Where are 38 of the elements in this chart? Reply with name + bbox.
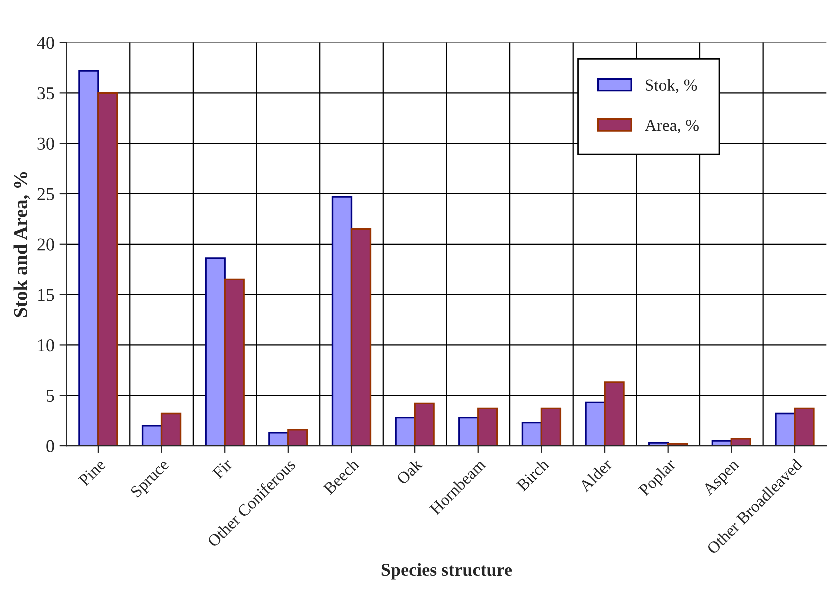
bar <box>350 228 372 446</box>
bar <box>668 443 688 446</box>
y-tick-label: 15 <box>38 289 54 302</box>
x-tick-label: Pine <box>78 458 106 487</box>
bar <box>98 92 118 446</box>
legend-label: Stok, % <box>646 79 698 94</box>
bar <box>794 408 815 446</box>
bar <box>458 416 480 446</box>
bar <box>540 408 562 446</box>
bar <box>205 258 226 446</box>
bar <box>414 402 435 446</box>
x-tick-label: Oak <box>396 458 424 486</box>
y-tick-label: 25 <box>38 188 54 200</box>
x-axis-title: Species structure <box>382 563 512 580</box>
bar <box>268 432 290 446</box>
bar <box>730 438 752 446</box>
bar <box>142 425 163 446</box>
bar <box>160 412 182 446</box>
bar <box>78 70 100 446</box>
bar <box>224 278 245 446</box>
y-tick-label: 20 <box>38 238 54 251</box>
bar <box>288 429 308 446</box>
y-tick-label: 35 <box>38 87 54 100</box>
y-axis-title: Stok and Area, % <box>14 172 30 318</box>
bar <box>395 416 416 446</box>
y-tick-label: 10 <box>38 339 54 352</box>
y-tick-label: 5 <box>47 390 54 402</box>
y-tick-label: 40 <box>37 37 54 50</box>
bar <box>522 422 543 446</box>
bar <box>478 408 498 446</box>
y-tick-label: 0 <box>46 440 54 452</box>
bar <box>775 412 796 446</box>
bar <box>585 402 606 446</box>
legend-label: Area, % <box>645 120 699 134</box>
y-tick-label: 30 <box>38 138 54 150</box>
bar <box>604 382 625 446</box>
bar <box>332 196 353 446</box>
x-tick-label: Fir <box>212 458 234 480</box>
